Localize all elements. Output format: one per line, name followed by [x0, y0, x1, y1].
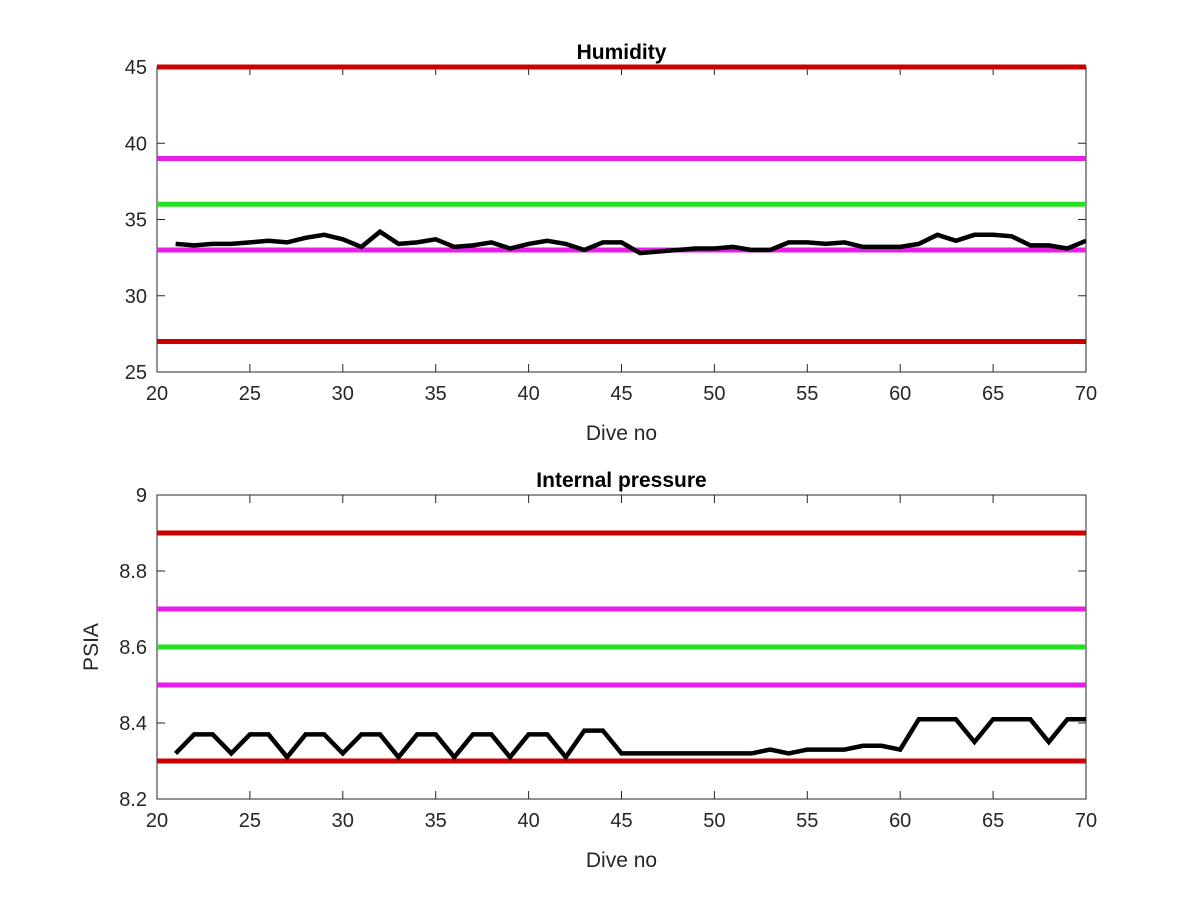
pressure-xtick-label: 35 — [425, 810, 447, 832]
pressure-xtick-label: 60 — [889, 810, 911, 832]
pressure-ytick-label: 9 — [136, 485, 147, 507]
pressure-ytick-label: 8.6 — [119, 637, 147, 659]
pressure-xtick-label: 65 — [982, 810, 1004, 832]
pressure-ytick-label: 8.4 — [119, 713, 147, 735]
humidity-xtick-label: 30 — [332, 383, 354, 405]
humidity-chart: 20 25 30 35 40 45 50 55 60 65 702530354045Humidity… — [125, 41, 1097, 445]
pressure-xtick-label: 50 — [703, 810, 725, 832]
pressure-ytick-label: 8.8 — [119, 561, 147, 583]
pressure-xtick-label: 20 — [146, 810, 168, 832]
pressure-xtick-label: 70 — [1075, 810, 1097, 832]
humidity-ytick-label: 40 — [125, 133, 147, 155]
pressure-ytick-label: 8.2 — [119, 789, 147, 811]
humidity-title: Humidity — [577, 41, 667, 64]
pressure-y-axis-label: PSIA — [80, 623, 103, 671]
humidity-xtick-label: 35 — [425, 383, 447, 405]
humidity-xtick-label: 40 — [517, 383, 539, 405]
humidity-xtick-label: 55 — [796, 383, 818, 405]
pressure-x-axis-label: Dive no — [586, 849, 657, 872]
humidity-xtick-label: 60 — [889, 383, 911, 405]
pressure-xtick-label: 55 — [796, 810, 818, 832]
pressure-chart: 20 25 30 35 40 45 50 55 60 65 70 8.2 8.4 8.6 8.8 9 Inter… — [80, 469, 1097, 872]
pressure-xtick-label: 40 — [517, 810, 539, 832]
humidity-x-axis-label: Dive no — [586, 422, 657, 445]
humidity-ytick-label: 25 — [125, 362, 147, 384]
humidity-ytick-label: 35 — [125, 210, 147, 232]
pressure-data-line — [173, 716, 1086, 761]
humidity-xtick-label: 50 — [703, 383, 725, 405]
humidity-xtick-label: 70 — [1075, 383, 1097, 405]
humidity-xtick-label: 45 — [610, 383, 632, 405]
humidity-ytick-label: 45 — [125, 57, 147, 79]
pressure-title: Internal pressure — [536, 469, 706, 492]
pressure-xtick-label: 45 — [610, 810, 632, 832]
humidity-xtick-label: 20 — [146, 383, 168, 405]
humidity-xtick-label: 25 — [239, 383, 261, 405]
humidity-xtick-label: 65 — [982, 383, 1004, 405]
pressure-xtick-label: 30 — [332, 810, 354, 832]
humidity-axes-box — [156, 66, 1087, 373]
humidity-ytick-label: 30 — [125, 286, 147, 308]
pressure-xtick-label: 25 — [239, 810, 261, 832]
humidity-data-line — [175, 228, 1087, 256]
